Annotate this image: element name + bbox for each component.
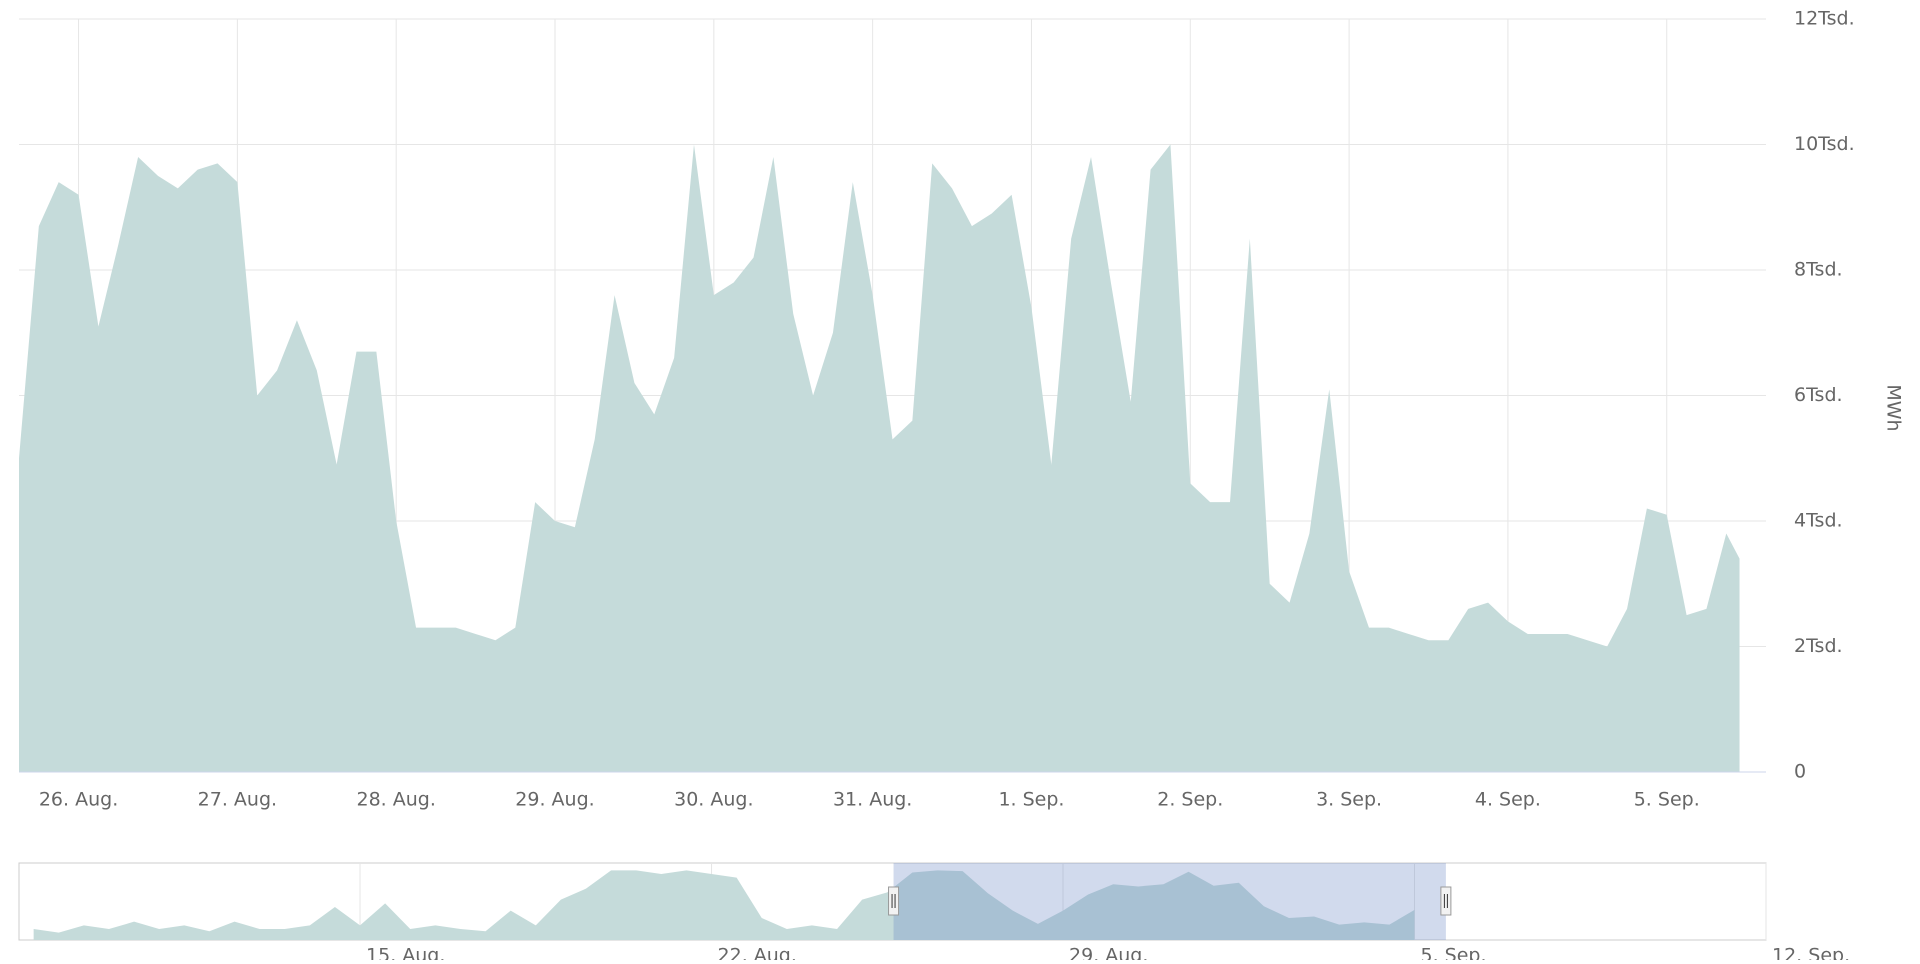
- x-tick-label: 4. Sep.: [1475, 789, 1541, 811]
- x-tick-label: 5. Sep.: [1421, 945, 1487, 961]
- x-tick-label: 12. Sep.: [1772, 945, 1850, 961]
- area: [19, 144, 1740, 772]
- y-tick-label: 10Tsd.: [1794, 133, 1855, 155]
- x-tick-label: 22. Aug.: [718, 945, 797, 961]
- y-tick-label: 0: [1794, 761, 1806, 783]
- x-tick-label: 26. Aug.: [39, 789, 118, 811]
- y-tick-label: 8Tsd.: [1794, 259, 1843, 281]
- x-tick-label: 1. Sep.: [998, 789, 1064, 811]
- x-tick-label: 3. Sep.: [1316, 789, 1382, 811]
- x-tick-label: 29. Aug.: [1069, 945, 1148, 961]
- y-tick-label: 2Tsd.: [1794, 635, 1843, 657]
- x-tick-label: 27. Aug.: [198, 789, 277, 811]
- x-tick-label: 2. Sep.: [1157, 789, 1223, 811]
- area: [33, 870, 1415, 940]
- navigator-handle[interactable]: [888, 886, 900, 916]
- x-tick-label: 29. Aug.: [515, 789, 594, 811]
- x-tick-label: 28. Aug.: [356, 789, 435, 811]
- y-axis-title: MWh: [1883, 384, 1905, 431]
- x-tick-label: 30. Aug.: [674, 789, 753, 811]
- y-tick-label: 4Tsd.: [1794, 510, 1843, 532]
- y-tick-label: 6Tsd.: [1794, 384, 1843, 406]
- y-tick-label: 12Tsd.: [1794, 8, 1855, 30]
- x-tick-label: 31. Aug.: [833, 789, 912, 811]
- x-tick-label: 15. Aug.: [366, 945, 445, 961]
- x-tick-label: 5. Sep.: [1634, 789, 1700, 811]
- navigator-mask: [893, 863, 1446, 940]
- navigator-handle[interactable]: [1440, 886, 1452, 916]
